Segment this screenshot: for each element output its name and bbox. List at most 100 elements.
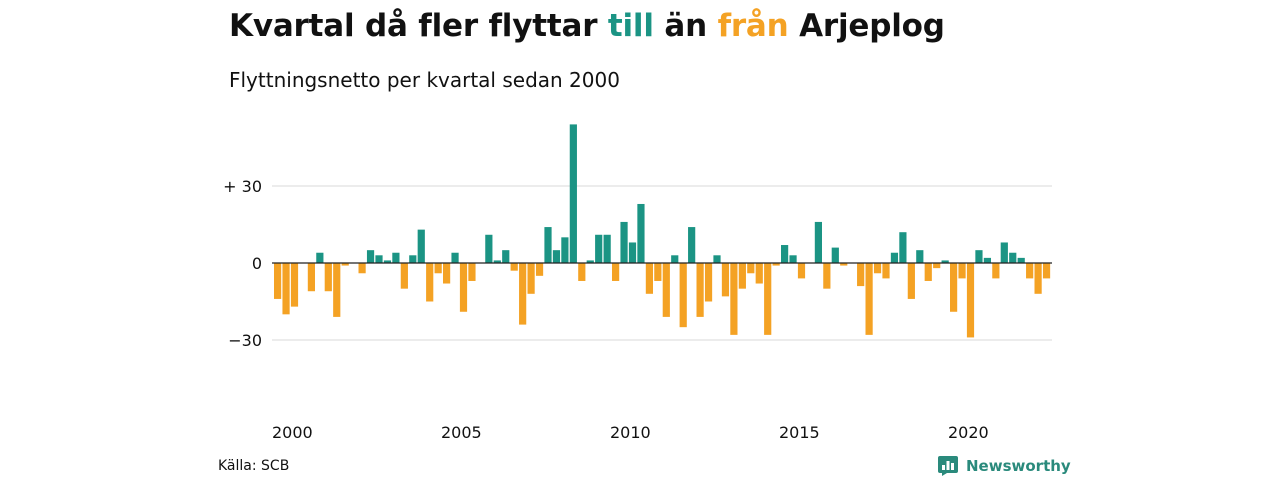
- x-tick-label: 2000: [272, 423, 313, 442]
- bar: [451, 252, 459, 263]
- title-part-2: än: [653, 8, 718, 44]
- bar: [527, 263, 535, 294]
- bar: [662, 263, 670, 317]
- bar: [282, 263, 290, 315]
- title-part-1: Kvartal då fler flyttar: [229, 8, 608, 44]
- bar: [882, 263, 890, 279]
- bar: [628, 242, 637, 263]
- bar: [392, 252, 400, 263]
- source-note: Källa: SCB: [218, 458, 290, 474]
- bar: [671, 255, 679, 263]
- bar: [502, 250, 510, 263]
- bar: [1000, 242, 1008, 263]
- bar: [341, 263, 349, 266]
- bar: [696, 263, 704, 317]
- bar: [316, 252, 324, 263]
- bar: [865, 263, 873, 335]
- bar: [485, 234, 493, 263]
- bar: [1017, 257, 1025, 263]
- title-word-in: till: [607, 8, 654, 44]
- bar: [603, 234, 611, 263]
- newsworthy-logo-icon: [938, 456, 958, 476]
- bar: [831, 247, 839, 263]
- bar: [992, 263, 1000, 279]
- bar: [569, 124, 577, 264]
- bar: [789, 255, 797, 263]
- bar: [468, 263, 476, 281]
- bar: [586, 260, 594, 263]
- bar: [578, 263, 586, 281]
- bar: [950, 263, 958, 312]
- bar: [409, 255, 417, 263]
- bar: [983, 257, 991, 263]
- brand-logo: Newsworthy: [938, 456, 1071, 476]
- bar: [890, 252, 899, 263]
- y-tick-label: 0: [252, 254, 262, 273]
- x-tick-label: 2010: [610, 423, 651, 442]
- x-tick-label: 2005: [441, 423, 482, 442]
- bar: [426, 263, 434, 302]
- bar: [612, 263, 620, 281]
- bar: [1034, 263, 1042, 294]
- bar: [561, 237, 569, 263]
- bar: [535, 263, 544, 276]
- bar: [916, 250, 924, 263]
- bar: [519, 263, 527, 325]
- bar: [459, 263, 468, 312]
- bar: [595, 234, 603, 263]
- bar: [823, 263, 831, 289]
- bar: [400, 263, 408, 289]
- bar: [1042, 263, 1051, 279]
- bar: [713, 255, 721, 263]
- bar: [417, 229, 425, 263]
- bar: [738, 263, 746, 289]
- title-word-out: från: [717, 8, 789, 44]
- bar: [1009, 252, 1017, 263]
- bar: [493, 260, 501, 263]
- bar: [797, 263, 806, 279]
- bar: [383, 260, 392, 263]
- bar: [933, 263, 941, 269]
- bar: [443, 263, 451, 284]
- bar: [772, 263, 780, 266]
- bar: [857, 263, 865, 287]
- bar: [434, 263, 442, 274]
- bar: [637, 203, 645, 263]
- bar: [747, 263, 755, 274]
- bar: [781, 245, 789, 263]
- bar: [814, 221, 822, 263]
- chart-title: Kvartal då fler flyttar till än från Arj…: [229, 8, 945, 44]
- bar: [333, 263, 341, 317]
- bar: [324, 263, 332, 292]
- bar: [290, 263, 299, 307]
- bar: [721, 263, 730, 297]
- bar: [645, 263, 653, 294]
- bar: [730, 263, 738, 335]
- bar: [924, 263, 932, 281]
- bar: [755, 263, 763, 284]
- bar: [366, 250, 375, 263]
- bar: [907, 263, 915, 299]
- bar: [873, 263, 882, 274]
- bar: [552, 250, 561, 263]
- bar-chart: + 30 0 −30 2000 2005 2010 2015 2020: [223, 124, 1052, 442]
- bar: [375, 255, 383, 263]
- bar: [941, 260, 949, 263]
- bar: [764, 263, 772, 335]
- bar: [654, 263, 662, 281]
- bar: [704, 263, 713, 302]
- chart-subtitle: Flyttningsnetto per kvartal sedan 2000: [229, 68, 620, 92]
- bar: [688, 227, 696, 263]
- bar: [899, 232, 907, 263]
- bar: [274, 263, 282, 299]
- bar: [975, 250, 983, 263]
- x-tick-label: 2015: [779, 423, 820, 442]
- bar: [840, 263, 848, 266]
- bar: [966, 263, 975, 338]
- bar: [307, 263, 315, 292]
- bar: [358, 263, 366, 274]
- title-part-3: Arjeplog: [788, 8, 945, 44]
- brand-name: Newsworthy: [966, 457, 1071, 475]
- x-tick-label: 2020: [948, 423, 989, 442]
- bar: [1026, 263, 1034, 279]
